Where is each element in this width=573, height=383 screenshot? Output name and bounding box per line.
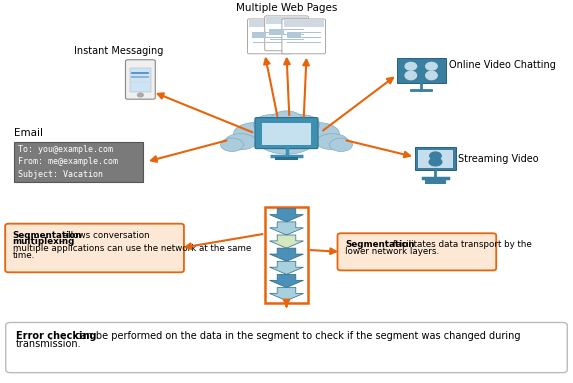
FancyBboxPatch shape — [415, 147, 456, 170]
Text: time.: time. — [13, 251, 35, 260]
Text: Segmentation: Segmentation — [13, 231, 82, 239]
Circle shape — [426, 62, 437, 70]
FancyBboxPatch shape — [397, 59, 446, 83]
Text: Segmentation: Segmentation — [345, 240, 414, 249]
FancyBboxPatch shape — [282, 19, 325, 54]
Polygon shape — [269, 288, 304, 301]
FancyBboxPatch shape — [269, 29, 284, 36]
Text: Streaming Video: Streaming Video — [458, 154, 539, 164]
Text: To: you@example.com
From: me@example.com
Subject: Vacation: To: you@example.com From: me@example.com… — [18, 145, 119, 179]
FancyBboxPatch shape — [418, 150, 453, 168]
Polygon shape — [269, 222, 304, 235]
Text: Instant Messaging: Instant Messaging — [74, 46, 164, 56]
Ellipse shape — [426, 71, 437, 80]
FancyBboxPatch shape — [249, 20, 289, 27]
Polygon shape — [269, 261, 304, 274]
Text: Multiple Web Pages: Multiple Web Pages — [236, 3, 337, 13]
FancyBboxPatch shape — [14, 142, 143, 182]
Text: multiplexing: multiplexing — [13, 237, 75, 246]
FancyBboxPatch shape — [266, 17, 307, 24]
Circle shape — [405, 62, 417, 70]
FancyBboxPatch shape — [284, 20, 324, 27]
Text: -: - — [57, 237, 62, 246]
Text: Error checking: Error checking — [16, 331, 96, 341]
FancyBboxPatch shape — [265, 16, 308, 51]
Ellipse shape — [329, 138, 352, 151]
Text: transmission.: transmission. — [16, 339, 82, 349]
FancyBboxPatch shape — [125, 60, 155, 99]
Text: allows conversation: allows conversation — [60, 231, 152, 239]
Text: can be performed on the data in the segment to check if the segment was changed : can be performed on the data in the segm… — [72, 331, 521, 341]
Polygon shape — [269, 209, 304, 222]
Ellipse shape — [271, 111, 303, 128]
Circle shape — [138, 93, 143, 97]
Ellipse shape — [282, 115, 320, 134]
FancyBboxPatch shape — [248, 19, 291, 54]
FancyBboxPatch shape — [130, 68, 151, 92]
Ellipse shape — [258, 126, 315, 154]
Text: Email: Email — [14, 128, 44, 138]
Text: lower network layers.: lower network layers. — [345, 247, 439, 256]
FancyBboxPatch shape — [425, 180, 446, 184]
Ellipse shape — [221, 138, 244, 151]
Ellipse shape — [429, 158, 442, 166]
FancyBboxPatch shape — [252, 32, 266, 39]
Ellipse shape — [225, 134, 257, 150]
Polygon shape — [269, 235, 304, 248]
Ellipse shape — [253, 115, 291, 134]
Text: Online Video Chatting: Online Video Chatting — [449, 60, 556, 70]
FancyBboxPatch shape — [286, 32, 301, 39]
FancyBboxPatch shape — [255, 118, 318, 149]
FancyBboxPatch shape — [275, 157, 298, 160]
Ellipse shape — [234, 123, 277, 146]
Ellipse shape — [316, 134, 348, 150]
Circle shape — [430, 152, 441, 160]
FancyBboxPatch shape — [5, 224, 184, 272]
FancyBboxPatch shape — [6, 322, 567, 373]
Polygon shape — [269, 274, 304, 288]
Text: multiple applications can use the network at the same: multiple applications can use the networ… — [13, 244, 251, 253]
FancyBboxPatch shape — [337, 233, 496, 270]
Ellipse shape — [297, 123, 340, 146]
Polygon shape — [269, 248, 304, 261]
FancyBboxPatch shape — [262, 123, 311, 145]
Text: facilitates data transport by the: facilitates data transport by the — [390, 240, 532, 249]
Ellipse shape — [405, 71, 417, 80]
